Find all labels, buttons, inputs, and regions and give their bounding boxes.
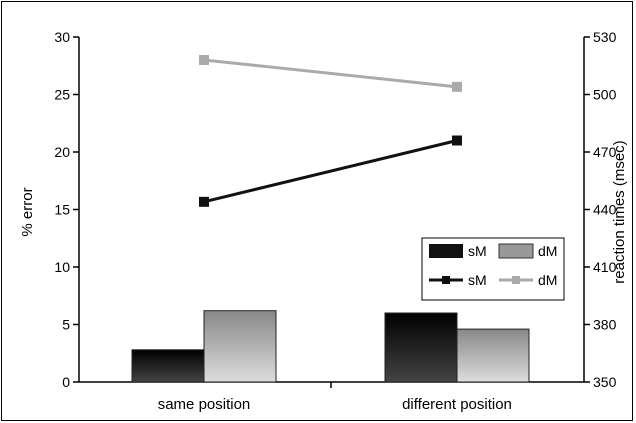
legend-swatch-bar-dm	[498, 243, 534, 259]
line-point-sm	[199, 196, 209, 207]
legend-label-bar-sm: sM	[468, 243, 487, 259]
left-tick-label: 25	[54, 87, 70, 103]
bar-sm	[384, 312, 458, 383]
bar-dm	[203, 310, 277, 383]
line-point-dm	[452, 81, 462, 92]
left-tick-label: 15	[54, 202, 70, 218]
right-axis-title: reaction times (msec)	[611, 140, 628, 283]
legend-marker-sm	[442, 276, 450, 284]
left-tick-label: 30	[54, 29, 70, 45]
legend-marker-dm	[512, 276, 520, 284]
ticks: 0 5 10 15 20 25 30 350 380 410 440 470 500 530	[54, 29, 616, 390]
line-series-sm	[203, 139, 458, 204]
right-tick-label: 440	[593, 202, 617, 218]
legend-label-bar-dm: dM	[538, 243, 557, 259]
category-label: different position	[402, 396, 512, 413]
right-tick-label: 380	[593, 317, 617, 333]
legend: sM dM sM dM	[421, 237, 565, 301]
left-tick-label: 5	[62, 317, 70, 333]
bar-dm	[456, 328, 530, 383]
right-tick-label: 470	[593, 144, 617, 160]
bar-sm	[131, 349, 205, 383]
left-tick-label: 10	[54, 259, 70, 275]
right-tick-label: 350	[593, 374, 617, 390]
right-tick-label: 500	[593, 87, 617, 103]
line-point-dm	[199, 55, 209, 65]
left-tick-label: 20	[54, 144, 70, 160]
line-point-sm	[452, 135, 462, 146]
bars	[131, 310, 530, 383]
legend-label-line-sm: sM	[468, 272, 487, 288]
lines	[199, 55, 462, 207]
chart-svg: 0 5 10 15 20 25 30 350 380 410 440 470 500 530 same p…	[19, 29, 628, 413]
line-series-dm	[203, 58, 458, 89]
right-tick-label: 410	[593, 259, 617, 275]
category-label: same position	[158, 396, 251, 413]
category-labels: same position different position	[158, 396, 512, 413]
legend-swatch-bar-sm	[429, 244, 463, 258]
legend-label-line-dm: dM	[538, 272, 557, 288]
left-tick-label: 0	[62, 374, 70, 390]
right-tick-label: 530	[593, 29, 617, 45]
left-axis-title: % error	[19, 187, 36, 236]
